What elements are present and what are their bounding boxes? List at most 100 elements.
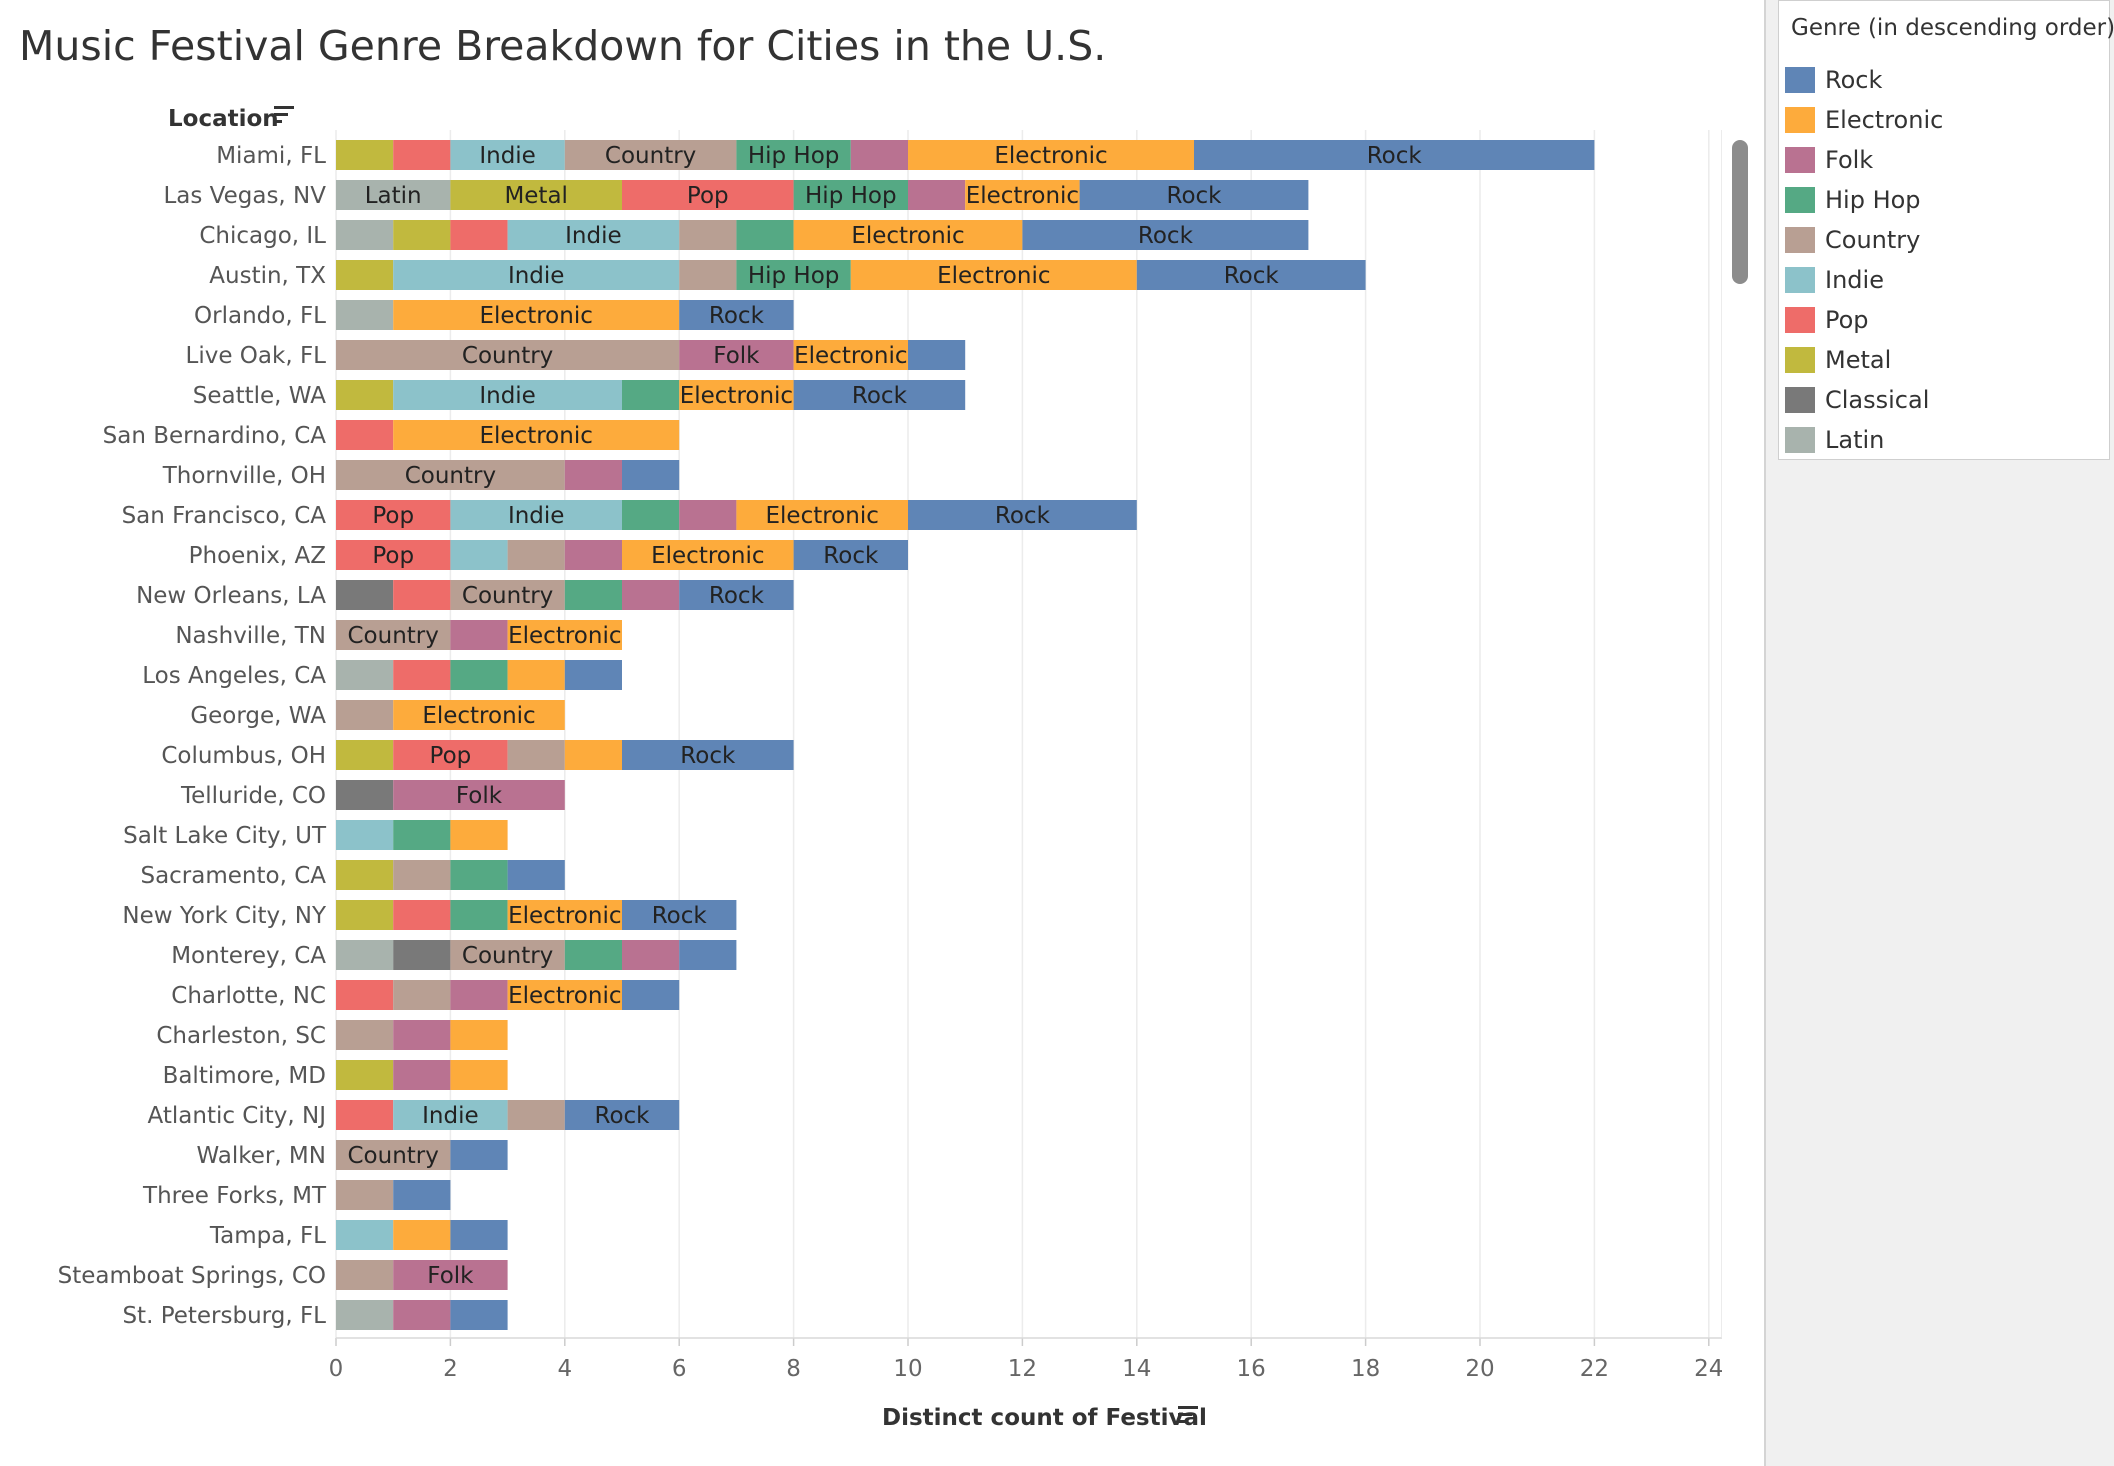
bar-segment-label: Electronic bbox=[966, 183, 1079, 209]
bar-segment bbox=[336, 460, 565, 490]
bar-segment bbox=[507, 660, 565, 690]
bar-segment bbox=[908, 140, 1194, 170]
bar-segment bbox=[393, 140, 451, 170]
legend: Genre (in descending order) Rock Electron… bbox=[1778, 0, 2114, 460]
legend-label: Classical bbox=[1825, 386, 1930, 414]
bar-segment bbox=[336, 540, 451, 570]
category-label: San Bernardino, CA bbox=[103, 423, 327, 449]
y-axis-title[interactable]: Location bbox=[168, 106, 279, 132]
bar-segment bbox=[679, 940, 737, 970]
legend-item[interactable]: Country bbox=[1785, 223, 2095, 257]
category-label: Telluride, CO bbox=[180, 783, 326, 809]
legend-item[interactable]: Latin bbox=[1785, 423, 2095, 457]
bar-segment-label: Country bbox=[348, 1143, 439, 1169]
bar-segment bbox=[793, 180, 908, 210]
legend-item[interactable]: Pop bbox=[1785, 303, 2095, 337]
x-tick-label: 22 bbox=[1580, 1356, 1609, 1382]
bar-segment bbox=[564, 580, 622, 610]
category-label: Miami, FL bbox=[216, 143, 326, 169]
legend-swatch bbox=[1785, 307, 1815, 333]
bar-segment bbox=[393, 1180, 451, 1210]
category-label: Tampa, FL bbox=[209, 1223, 326, 1249]
bar-segment bbox=[336, 500, 451, 530]
bar-segment bbox=[793, 380, 966, 410]
bar-segment bbox=[450, 1140, 508, 1170]
bar-segment bbox=[564, 740, 622, 770]
legend-swatch bbox=[1785, 387, 1815, 413]
bar-segment bbox=[393, 740, 508, 770]
bar-segment bbox=[622, 540, 794, 570]
bar-segment bbox=[336, 140, 394, 170]
bar-segment bbox=[908, 180, 966, 210]
category-label: Nashville, TN bbox=[175, 623, 326, 649]
bar-segment bbox=[622, 500, 680, 530]
legend-item[interactable]: Folk bbox=[1785, 143, 2095, 177]
bar-segment bbox=[564, 460, 622, 490]
bar-segment bbox=[507, 980, 622, 1010]
legend-item[interactable]: Indie bbox=[1785, 263, 2095, 297]
bar-segment bbox=[793, 220, 1023, 250]
legend-item[interactable]: Hip Hop bbox=[1785, 183, 2095, 217]
bar-segment bbox=[393, 1020, 451, 1050]
legend-label: Hip Hop bbox=[1825, 186, 1921, 214]
scrollbar-thumb[interactable] bbox=[1732, 140, 1748, 284]
bar-segment-label: Country bbox=[462, 943, 553, 969]
bar-segment-label: Electronic bbox=[937, 263, 1050, 289]
category-label: Monterey, CA bbox=[171, 943, 326, 969]
bar-segment-label: Folk bbox=[427, 1263, 474, 1289]
bar-segment bbox=[450, 140, 565, 170]
bar-segment bbox=[736, 500, 908, 530]
bar-segment bbox=[336, 940, 394, 970]
bar-segment-label: Electronic bbox=[480, 423, 593, 449]
bar-segment bbox=[336, 380, 394, 410]
bar-segment bbox=[679, 260, 737, 290]
bars[interactable]: Indie Country Hip Hop Electronic Rock Latin Me… bbox=[336, 140, 1595, 1330]
bar-segment bbox=[622, 740, 794, 770]
scrollbar-track[interactable] bbox=[1722, 130, 1754, 1338]
bar-segment-label: Indie bbox=[508, 503, 565, 529]
legend-item[interactable]: Classical bbox=[1785, 383, 2095, 417]
bar-segment-label: Electronic bbox=[766, 503, 879, 529]
bar-segment bbox=[336, 580, 394, 610]
x-tick-label: 16 bbox=[1237, 1356, 1266, 1382]
legend-label: Metal bbox=[1825, 346, 1892, 374]
bar-segment bbox=[393, 1300, 451, 1330]
x-tick-label: 20 bbox=[1465, 1356, 1494, 1382]
legend-item[interactable]: Electronic bbox=[1785, 103, 2095, 137]
bar-segment bbox=[450, 180, 622, 210]
bar-segment bbox=[393, 1220, 451, 1250]
sort-icon[interactable] bbox=[1178, 1406, 1198, 1423]
category-label: Austin, TX bbox=[209, 263, 326, 289]
bar-segment-label: Indie bbox=[508, 263, 565, 289]
stacked-bar-chart: Indie Country Hip Hop Electronic Rock Latin Me… bbox=[58, 106, 1722, 1431]
bar-segment-label: Indie bbox=[479, 143, 536, 169]
bar-segment-label: Electronic bbox=[508, 623, 621, 649]
chart-title: Music Festival Genre Breakdown for Citie… bbox=[19, 22, 1107, 70]
legend-item[interactable]: Metal bbox=[1785, 343, 2095, 377]
bar-segment bbox=[450, 940, 565, 970]
bar-segment-label: Country bbox=[605, 143, 696, 169]
bar-segment bbox=[450, 660, 508, 690]
bar-segment bbox=[622, 900, 737, 930]
category-label: Atlantic City, NJ bbox=[148, 1103, 326, 1129]
bar-segment bbox=[336, 1100, 394, 1130]
legend-swatch bbox=[1785, 267, 1815, 293]
bar-segment bbox=[564, 940, 622, 970]
x-axis-title[interactable]: Distinct count of Festival bbox=[882, 1405, 1207, 1431]
x-tick-label: 0 bbox=[329, 1356, 344, 1382]
category-label: Charleston, SC bbox=[156, 1023, 326, 1049]
legend-label: Rock bbox=[1825, 66, 1883, 94]
bar-segment bbox=[336, 1020, 394, 1050]
bar-segment bbox=[336, 780, 394, 810]
x-axis: 0 2 4 6 8 10 12 14 16 18 20 22 24 bbox=[329, 130, 1722, 1382]
bar-segment bbox=[393, 980, 451, 1010]
legend-swatch bbox=[1785, 107, 1815, 133]
legend-item[interactable]: Rock bbox=[1785, 63, 2095, 97]
bar-segment bbox=[336, 180, 451, 210]
bar-segment bbox=[336, 1220, 394, 1250]
sort-icon[interactable] bbox=[274, 106, 294, 123]
bar-segment-label: Rock bbox=[709, 583, 765, 609]
bar-segment bbox=[393, 1060, 451, 1090]
bar-segment bbox=[393, 1100, 508, 1130]
bar-segment bbox=[736, 220, 794, 250]
